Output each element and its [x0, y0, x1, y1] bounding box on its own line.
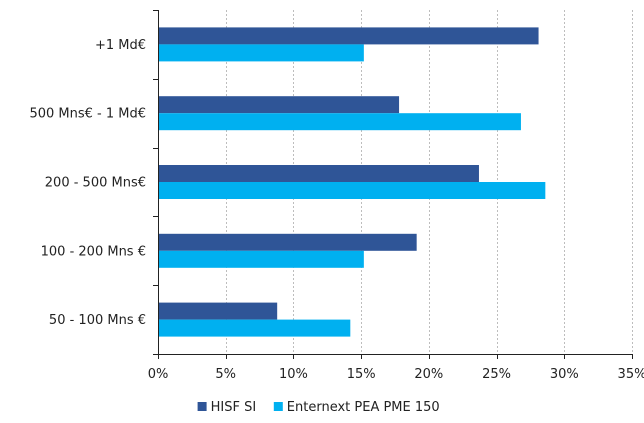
- category-label: 50 - 100 Mns €: [49, 313, 146, 328]
- category-label: 100 - 200 Mns €: [41, 244, 146, 259]
- x-tick-label: 10%: [279, 367, 308, 382]
- bar: [158, 27, 539, 45]
- category-label: 200 - 500 Mns€: [45, 176, 146, 191]
- axes: [153, 10, 633, 359]
- bar: [158, 302, 278, 320]
- category-label: 500 Mns€ - 1 Md€: [29, 107, 146, 122]
- legend-swatch: [197, 402, 207, 411]
- bars: [158, 27, 546, 337]
- category-labels: +1 Md€ 500 Mns€ - 1 Md€ 200 - 500 Mns€ 100 …: [29, 38, 146, 328]
- bar: [158, 233, 417, 251]
- x-tick-label: 5%: [215, 367, 236, 382]
- legend-label: Enternext PEA PME 150: [287, 400, 440, 415]
- x-tick-label: 25%: [482, 367, 511, 382]
- bar: [158, 96, 400, 114]
- bar: [158, 182, 546, 199]
- x-tick-label: 0%: [148, 367, 169, 382]
- x-tick-label: 20%: [414, 367, 443, 382]
- x-tick-label: 35%: [618, 367, 644, 382]
- x-tick-label: 30%: [550, 367, 579, 382]
- bar: [158, 165, 479, 182]
- bar: [158, 44, 364, 62]
- bar: [158, 250, 364, 268]
- bar: [158, 113, 521, 131]
- legend-label: HISF SI: [211, 400, 257, 415]
- legend: HISF SI Enternext PEA PME 150: [197, 400, 440, 415]
- x-tick-label: 15%: [347, 367, 376, 382]
- bar: [158, 319, 351, 337]
- legend-swatch: [273, 402, 283, 411]
- category-label: +1 Md€: [95, 38, 146, 53]
- x-tick-labels: 0% 5% 10% 15% 20% 25% 30% 35%: [148, 367, 644, 382]
